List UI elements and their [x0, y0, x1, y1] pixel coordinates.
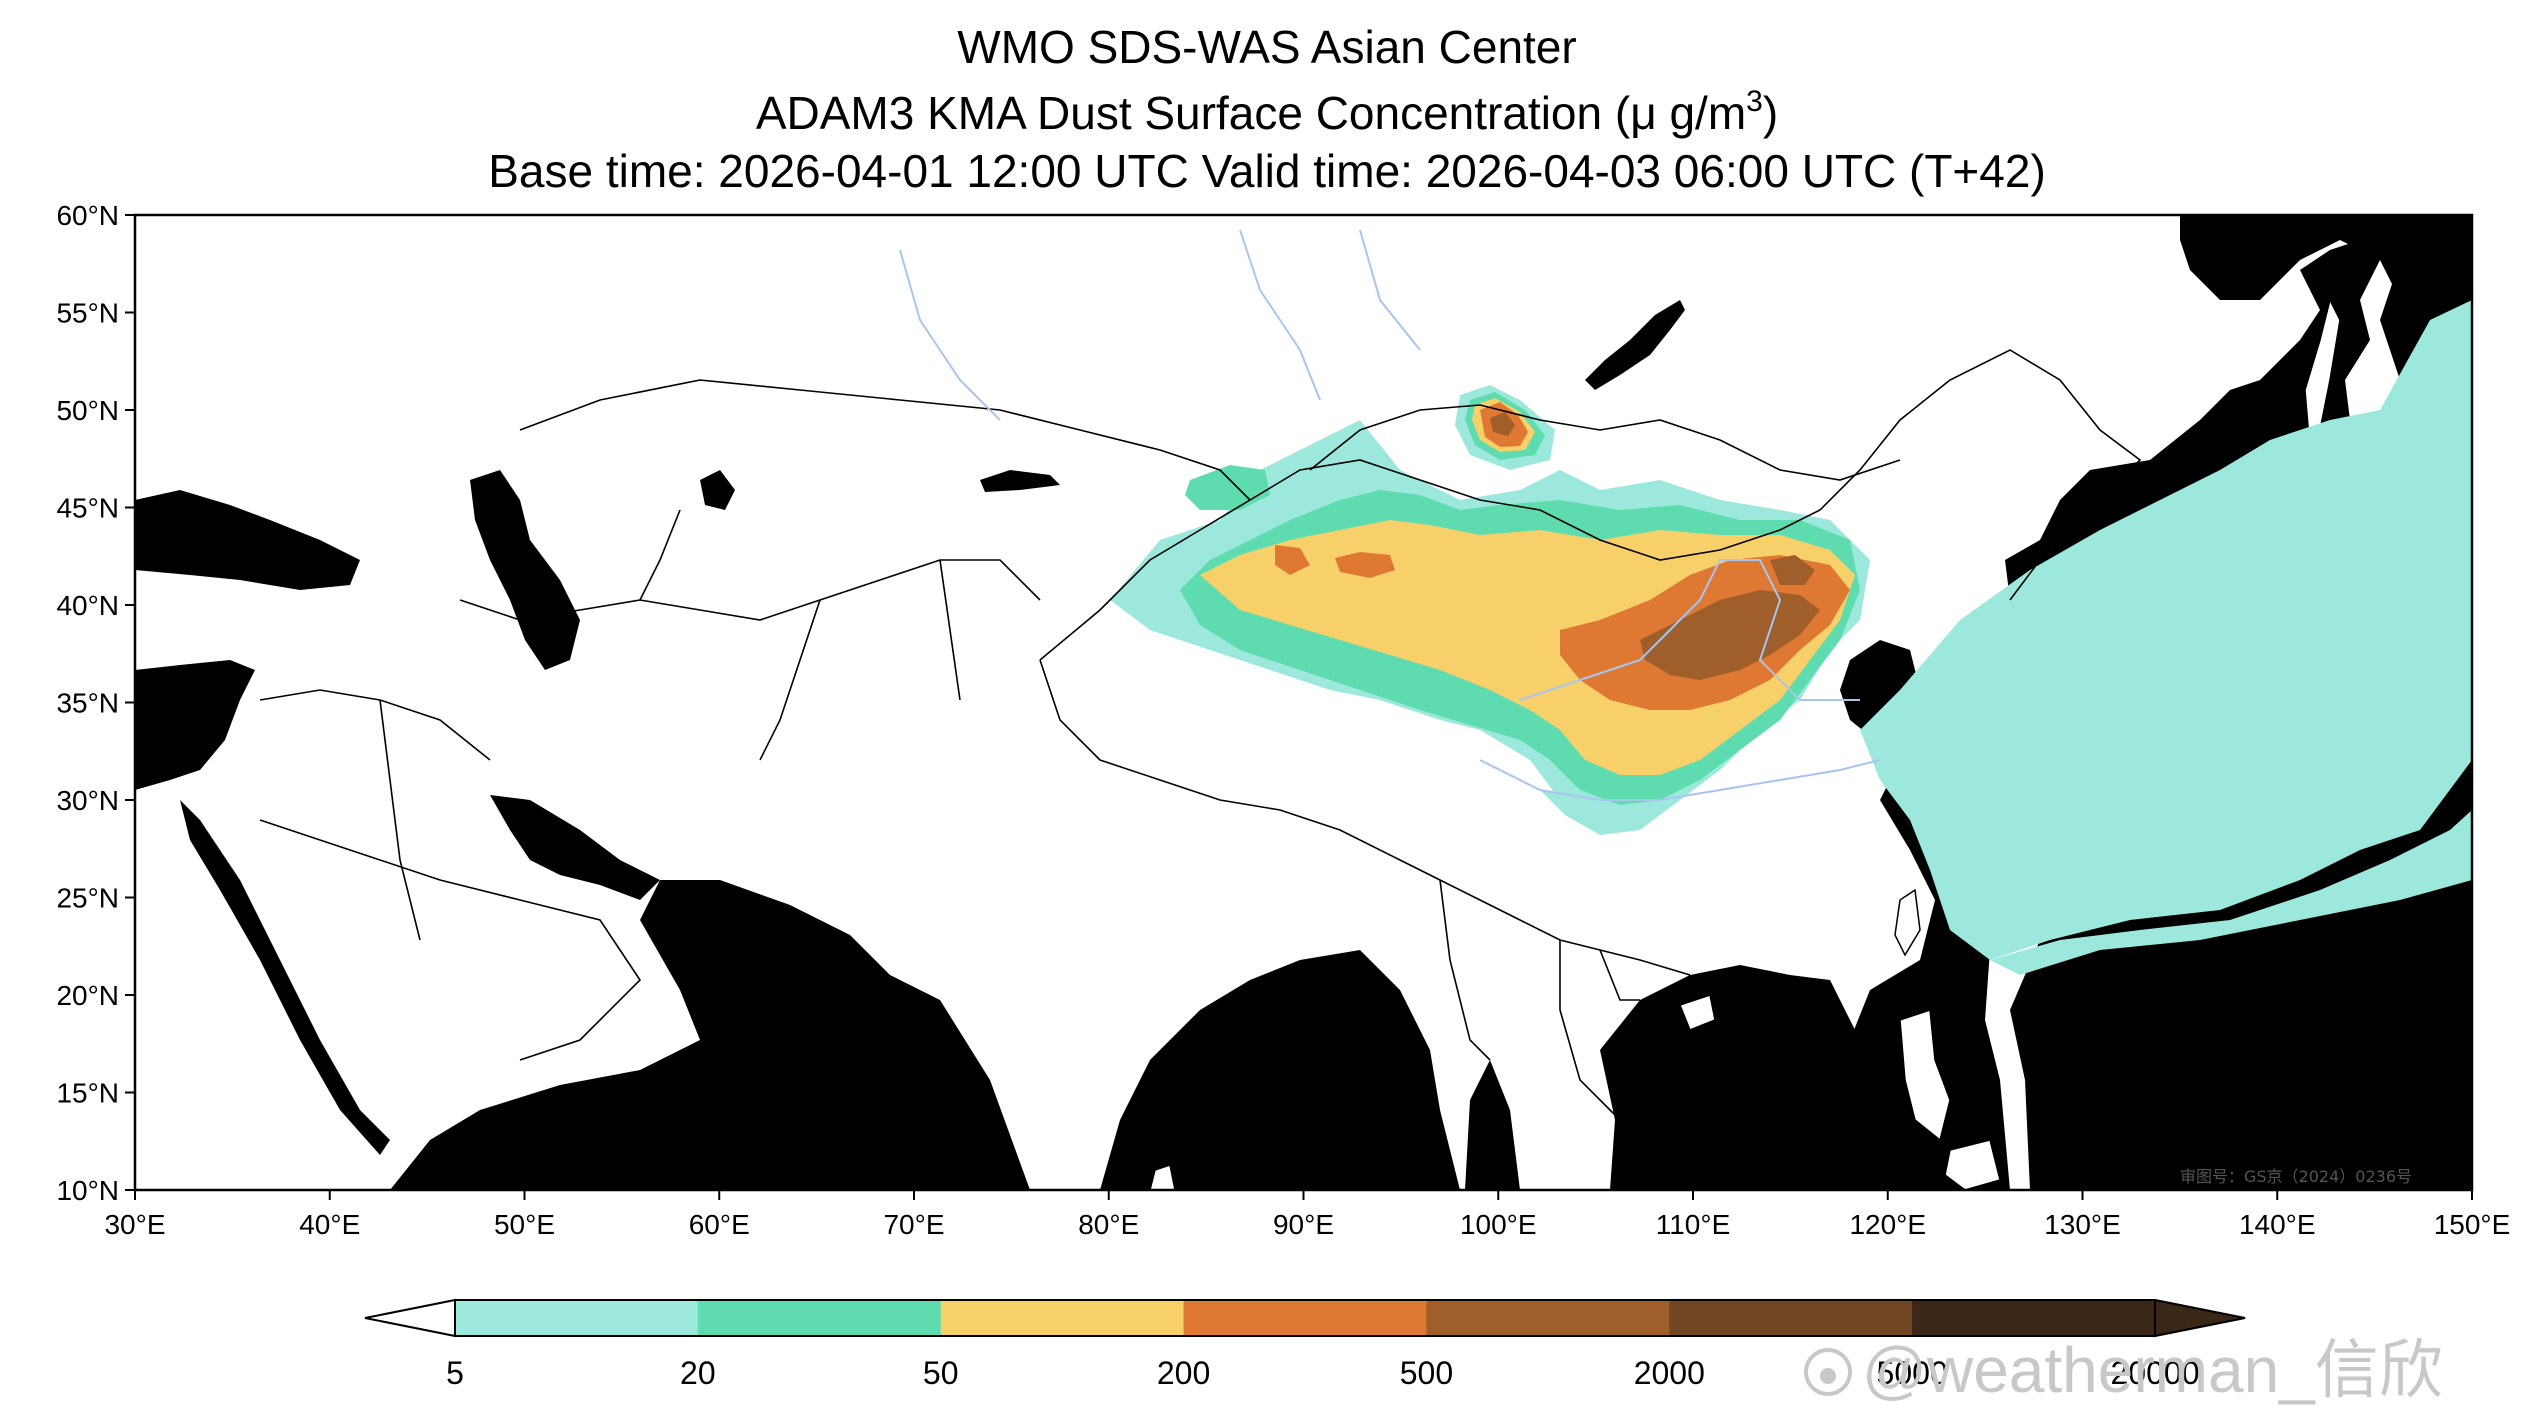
lon-tick-label: 90°E — [1273, 1209, 1334, 1240]
title-line-1: WMO SDS-WAS Asian Center — [957, 21, 1577, 73]
colorbar-segment — [1669, 1300, 1913, 1336]
lon-tick-label: 70°E — [883, 1209, 944, 1240]
colorbar-level-label: 5000 — [1877, 1355, 1948, 1391]
lon-tick-label: 80°E — [1078, 1209, 1139, 1240]
colorbar-segment — [1912, 1300, 2156, 1336]
south-china-sea — [1600, 965, 1900, 1190]
lat-tick-label: 30°N — [56, 785, 119, 816]
ocean-layer — [135, 215, 2472, 1190]
dust-concentration-layer — [1110, 300, 2472, 975]
map-area: 审图号：GS京（2024）0236号 — [135, 215, 2472, 1190]
colorbar-segment — [1183, 1300, 1427, 1336]
lon-tick-label: 140°E — [2239, 1209, 2316, 1240]
lat-tick-label: 25°N — [56, 883, 119, 914]
lat-tick-label: 40°N — [56, 590, 119, 621]
lon-tick-label: 110°E — [1656, 1209, 1731, 1240]
lat-tick-label: 10°N — [56, 1175, 119, 1206]
colorbar-segment — [697, 1300, 942, 1336]
lat-tick-label: 15°N — [56, 1078, 119, 1109]
lon-tick-label: 130°E — [2044, 1209, 2121, 1240]
dust-level-5-20-tail — [1540, 790, 1640, 835]
red-sea — [180, 800, 390, 1155]
country-borders — [259, 349, 2142, 1121]
colorbar-level-label: 200 — [1157, 1355, 1210, 1391]
dust-level-5-20-east — [1860, 300, 2472, 960]
longitude-axis: 30°E 40°E 50°E 60°E 70°E 80°E 90°E 100°E 110°E 12… — [104, 1190, 2510, 1240]
title-line-2-suffix: ) — [1762, 87, 1779, 139]
colorbar-level-label: 2000 — [1634, 1355, 1705, 1391]
colorbar-segment — [940, 1300, 1185, 1336]
persian-gulf — [490, 795, 660, 900]
lon-tick-label: 60°E — [689, 1209, 750, 1240]
lat-tick-label: 20°N — [56, 980, 119, 1011]
caspian-sea — [470, 470, 580, 670]
russia-mongolia-border — [1309, 404, 1901, 481]
lake-baikal — [1585, 300, 1685, 390]
title-unit-base: μ g/m — [1630, 87, 1747, 139]
watermark-text: @weatherman_信欣 — [1862, 1334, 2443, 1406]
colorbar-level-label: 20000 — [2111, 1355, 2200, 1391]
colorbar: 5 20 50 200 500 2000 5000 20000 — [364, 1298, 2246, 1391]
arabian-sea — [390, 880, 1030, 1190]
lat-tick-label: 45°N — [56, 493, 119, 524]
weibo-logo-eye-icon — [1820, 1368, 1836, 1384]
lat-tick-label: 60°N — [56, 200, 119, 231]
sea-of-okhotsk — [2180, 215, 2472, 330]
lake-balkhash — [980, 470, 1060, 492]
yellow-river — [1519, 559, 1860, 701]
lon-tick-label: 120°E — [1849, 1209, 1926, 1240]
approval-number: 审图号：GS京（2024）0236号 — [2180, 1167, 2412, 1186]
dust-level-500-2000-mongolia — [1490, 412, 1515, 436]
mindanao — [1944, 1139, 2001, 1190]
colorbar-level-label: 500 — [1400, 1355, 1453, 1391]
watermark: @weatherman_信欣 — [1804, 1334, 2443, 1406]
colorbar-level-label: 50 — [923, 1355, 959, 1391]
dust-level-200-500-west — [1275, 545, 1310, 575]
colorbar-segment — [1426, 1300, 1670, 1336]
lon-tick-label: 100°E — [1460, 1209, 1537, 1240]
indochina-borders — [1439, 879, 1640, 1121]
dust-level-200-500-mid — [1335, 552, 1395, 578]
colorbar-level-label: 5 — [446, 1355, 464, 1391]
yangtze-river — [1479, 759, 1881, 801]
bay-of-bengal — [1100, 950, 1460, 1190]
kazakhstan-border — [519, 379, 1251, 501]
title-line-2: ADAM3 KMA Dust Surface Concentration (μ … — [0, 87, 2534, 139]
lat-tick-label: 55°N — [56, 298, 119, 329]
lon-tick-label: 150°E — [2434, 1209, 2511, 1240]
black-sea — [135, 490, 360, 590]
latitude-axis: 60°N 55°N 50°N 45°N 40°N 35°N 30°N 25°N 20°N 15°N… — [56, 200, 135, 1206]
sri-lanka — [1149, 1164, 1176, 1190]
title-line-3: Base time: 2026-04-01 12:00 UTC Valid ti… — [488, 145, 2046, 197]
luzon — [1899, 1008, 1951, 1142]
mediterranean-sea — [135, 660, 255, 790]
weibo-logo-icon — [1804, 1348, 1852, 1396]
lat-tick-label: 50°N — [56, 395, 119, 426]
lat-tick-label: 35°N — [56, 688, 119, 719]
lon-tick-label: 30°E — [104, 1209, 165, 1240]
dust-level-5-20-sea — [1990, 810, 2472, 975]
central-asia-borders — [459, 509, 1041, 761]
south-asia-border — [1039, 659, 1691, 976]
hainan — [1679, 994, 1716, 1031]
lon-tick-label: 40°E — [299, 1209, 360, 1240]
dust-level-500-2000-core — [1770, 555, 1815, 585]
colorbar-level-label: 20 — [680, 1355, 716, 1391]
china-border — [1039, 349, 2142, 661]
middle-east-borders — [259, 689, 642, 1061]
title-line-2-prefix: ADAM3 KMA Dust Surface Concentration ( — [755, 87, 1631, 139]
colorbar-frame — [454, 1299, 2156, 1337]
andaman-sea — [1465, 1060, 1520, 1190]
rivers — [899, 229, 1881, 801]
taiwan — [1894, 888, 1921, 957]
lon-tick-label: 50°E — [494, 1209, 555, 1240]
siberian-rivers — [899, 229, 1421, 421]
colorbar-extend-high — [2154, 1298, 2246, 1338]
colorbar-segment — [455, 1300, 699, 1336]
colorbar-extend-low — [364, 1298, 456, 1338]
aral-sea — [700, 470, 735, 510]
title-unit-exponent: 3 — [1746, 85, 1763, 118]
